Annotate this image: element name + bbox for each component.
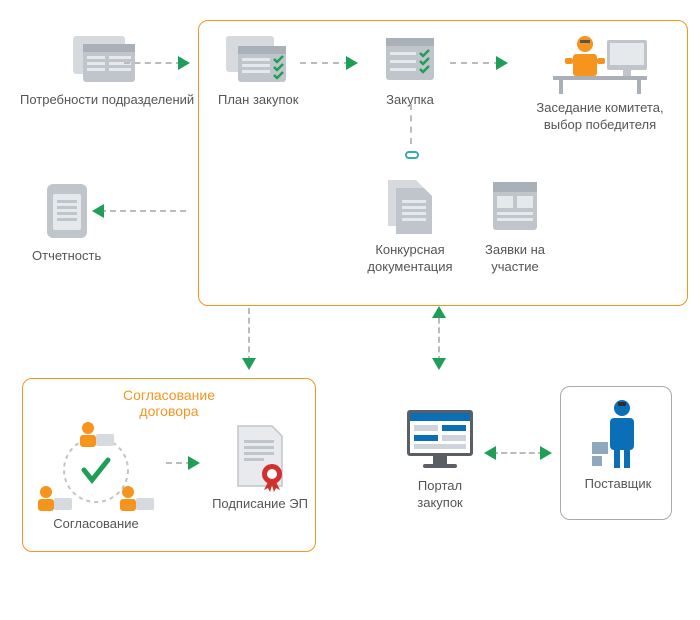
node-committee-label: Заседание комитета, выбор победителя	[520, 100, 680, 134]
connector	[248, 308, 250, 362]
arrow-up-icon	[430, 302, 448, 320]
tenderdocs-icon	[380, 176, 440, 238]
connector	[300, 62, 350, 64]
plan-icon	[222, 32, 294, 88]
link-icon-wrapper	[402, 148, 422, 162]
agreement-box-title: Согласование договора	[96, 387, 242, 419]
node-supplier: Поставщик	[582, 398, 654, 493]
node-report: Отчетность	[32, 180, 101, 265]
arrow-right-icon	[176, 54, 194, 72]
bids-icon	[487, 176, 543, 238]
sign-icon	[230, 420, 290, 492]
arrow-right-icon	[494, 54, 512, 72]
node-purchase: Закупка	[380, 32, 440, 109]
node-bids-label: Заявки на участие	[470, 242, 560, 276]
node-plan: План закупок	[218, 32, 298, 109]
node-portal-label: Портал закупок	[400, 478, 480, 512]
connector	[450, 62, 500, 64]
node-committee: Заседание комитета, выбор победителя	[520, 32, 680, 134]
connector	[410, 104, 412, 144]
node-bids: Заявки на участие	[470, 176, 560, 276]
arrow-down-icon	[430, 356, 448, 374]
node-supplier-label: Поставщик	[582, 476, 654, 493]
node-portal: Портал закупок	[400, 406, 480, 512]
connector	[124, 62, 182, 64]
node-plan-label: План закупок	[218, 92, 298, 109]
arrow-left-icon	[480, 444, 498, 462]
arrow-left-icon	[88, 202, 106, 220]
arrow-right-icon	[538, 444, 556, 462]
portal-icon	[401, 406, 479, 474]
connector	[492, 452, 544, 454]
node-sign: Подписание ЭП	[210, 420, 310, 513]
approval-icon	[36, 420, 156, 512]
node-tenderdocs: Конкурсная документация	[355, 176, 465, 276]
link-icon	[402, 148, 422, 162]
node-sign-label: Подписание ЭП	[210, 496, 310, 513]
documents-icon	[69, 32, 145, 88]
node-report-label: Отчетность	[32, 248, 101, 265]
node-needs-label: Потребности подразделений	[20, 92, 194, 109]
node-approval-label: Согласование	[36, 516, 156, 533]
connector	[100, 210, 186, 212]
arrow-down-icon	[240, 356, 258, 374]
arrow-right-icon	[186, 454, 204, 472]
node-tenderdocs-label: Конкурсная документация	[355, 242, 465, 276]
node-approval: Согласование	[36, 420, 156, 533]
arrow-right-icon	[344, 54, 362, 72]
purchase-icon	[380, 32, 440, 88]
committee-icon	[545, 32, 655, 96]
node-needs: Потребности подразделений	[20, 32, 194, 109]
report-icon	[41, 180, 93, 244]
supplier-icon	[588, 398, 648, 472]
